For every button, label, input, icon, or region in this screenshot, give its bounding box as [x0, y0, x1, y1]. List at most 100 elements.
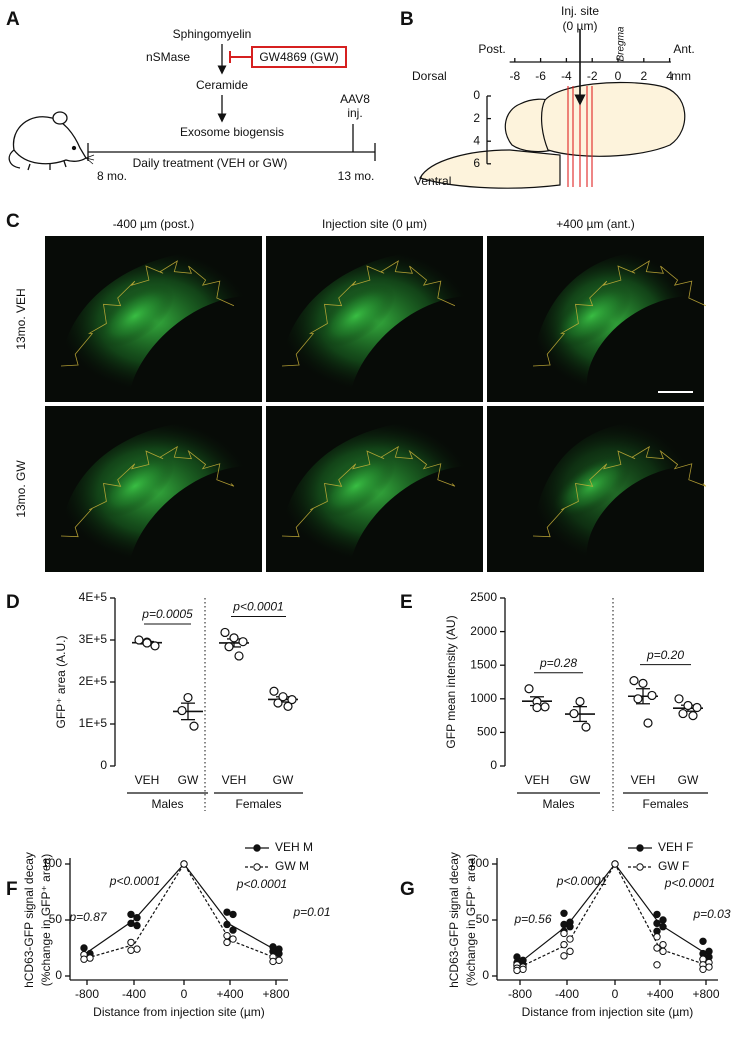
- data-point: [275, 956, 283, 965]
- roi-outline: [60, 445, 235, 538]
- panel-letter: B: [400, 9, 414, 30]
- p-value: p<0.0001: [236, 877, 287, 891]
- group-label: Females: [642, 797, 688, 811]
- gfp-core: [317, 454, 395, 518]
- y-tick-label: 1500: [470, 657, 497, 671]
- column-header: Injection site (0 µm): [322, 217, 427, 231]
- x-tick-label: +800: [692, 987, 719, 1001]
- x-tick-label: -800: [75, 987, 99, 1001]
- data-point: [223, 938, 231, 947]
- data-point: [223, 908, 231, 916]
- ap-tick-label: -2: [587, 69, 598, 83]
- mouse-icon: [8, 111, 95, 171]
- data-point: [269, 957, 277, 966]
- y-axis-label: hCD63-GFP signal decay: [22, 852, 36, 988]
- x-tick-label: +800: [262, 987, 289, 1001]
- data-point: [127, 919, 135, 928]
- data-point: [275, 949, 283, 958]
- data-point: [575, 696, 585, 707]
- x-tick-label: +400: [646, 987, 673, 1001]
- data-point: [287, 695, 297, 705]
- y-axis-label: GFP⁺ area (A.U.): [54, 635, 68, 728]
- data-point: [560, 920, 568, 929]
- data-point: [629, 676, 639, 686]
- data-point: [560, 929, 568, 938]
- dv-tick-label: 0: [473, 88, 480, 102]
- y-tick-label: 500: [477, 725, 497, 739]
- y-tick-label: 50: [49, 912, 63, 926]
- inhibitor-label: GW4869 (GW): [259, 50, 338, 64]
- pathway-step: Ceramide: [196, 78, 248, 92]
- x-tick-label: VEH: [222, 773, 247, 787]
- roi-outline: [532, 445, 707, 538]
- data-point: [229, 935, 237, 943]
- data-point: [134, 635, 144, 645]
- data-point: [223, 931, 231, 940]
- data-point: [647, 690, 657, 701]
- data-point: [142, 638, 152, 648]
- roi-outline: [281, 260, 456, 367]
- data-point: [653, 919, 661, 928]
- y-tick-label: 0: [55, 968, 62, 982]
- data-point: [633, 694, 643, 704]
- data-point: [127, 910, 135, 919]
- data-point: [653, 910, 661, 919]
- data-point: [560, 952, 568, 960]
- legend-label: GW M: [275, 859, 309, 873]
- start-label: 8 mo.: [97, 169, 127, 183]
- data-point: [560, 909, 568, 917]
- data-point: [133, 945, 141, 953]
- y-tick-label: 4E+5: [79, 590, 108, 604]
- data-point: [569, 708, 579, 719]
- y-axis-label: (%change in GFP⁺ area): [464, 854, 478, 986]
- data-point: [189, 721, 199, 731]
- data-point: [273, 698, 283, 708]
- data-point: [692, 702, 702, 713]
- data-point: [180, 860, 188, 868]
- y-tick-label: 3E+5: [79, 632, 108, 646]
- column-header: -400 µm (post.): [113, 217, 195, 231]
- gfp-core: [96, 284, 174, 348]
- p-value: p<0.0001: [556, 874, 607, 888]
- data-point: [659, 940, 667, 949]
- y-tick-label: 100: [42, 856, 62, 870]
- legend-marker: [636, 863, 644, 871]
- p-value: p<0.0001: [109, 874, 160, 888]
- data-point: [540, 702, 550, 712]
- data-point: [659, 947, 667, 956]
- dorsal-label: Dorsal: [412, 69, 447, 83]
- x-tick-label: 0: [181, 987, 188, 1001]
- site-label: Inj. site: [561, 4, 599, 18]
- data-point: [532, 702, 542, 713]
- x-tick-label: GW: [273, 773, 294, 787]
- data-point: [688, 710, 698, 721]
- x-tick-label: -400: [122, 987, 146, 1001]
- y-tick-label: 1000: [470, 691, 497, 705]
- anterior-label: Ant.: [673, 42, 694, 56]
- data-point: [183, 692, 193, 703]
- x-tick-label: VEH: [135, 773, 160, 787]
- data-point: [229, 633, 239, 643]
- y-tick-label: 2000: [470, 624, 497, 638]
- data-point: [611, 860, 619, 868]
- y-axis-label: (%change in GFP⁺ area): [39, 854, 53, 986]
- data-point: [674, 694, 684, 704]
- data-point: [223, 920, 231, 929]
- bregma-label: Bregma: [616, 26, 627, 61]
- ap-tick-label: -8: [509, 69, 520, 83]
- data-point: [229, 910, 237, 919]
- dv-tick-label: 2: [473, 111, 480, 125]
- data-point: [80, 944, 88, 952]
- legend-label: GW F: [658, 859, 689, 873]
- p-value: p=0.87: [68, 910, 107, 924]
- data-point: [653, 961, 661, 969]
- x-axis-label: Distance from injection site (µm): [93, 1005, 265, 1019]
- x-tick-label: +400: [216, 987, 243, 1001]
- x-tick-label: -400: [555, 987, 579, 1001]
- y-tick-label: 100: [469, 856, 489, 870]
- group-label: Females: [235, 797, 281, 811]
- ap-tick-label: 0: [615, 69, 622, 83]
- y-tick-label: 2500: [470, 590, 497, 604]
- data-point: [566, 935, 574, 943]
